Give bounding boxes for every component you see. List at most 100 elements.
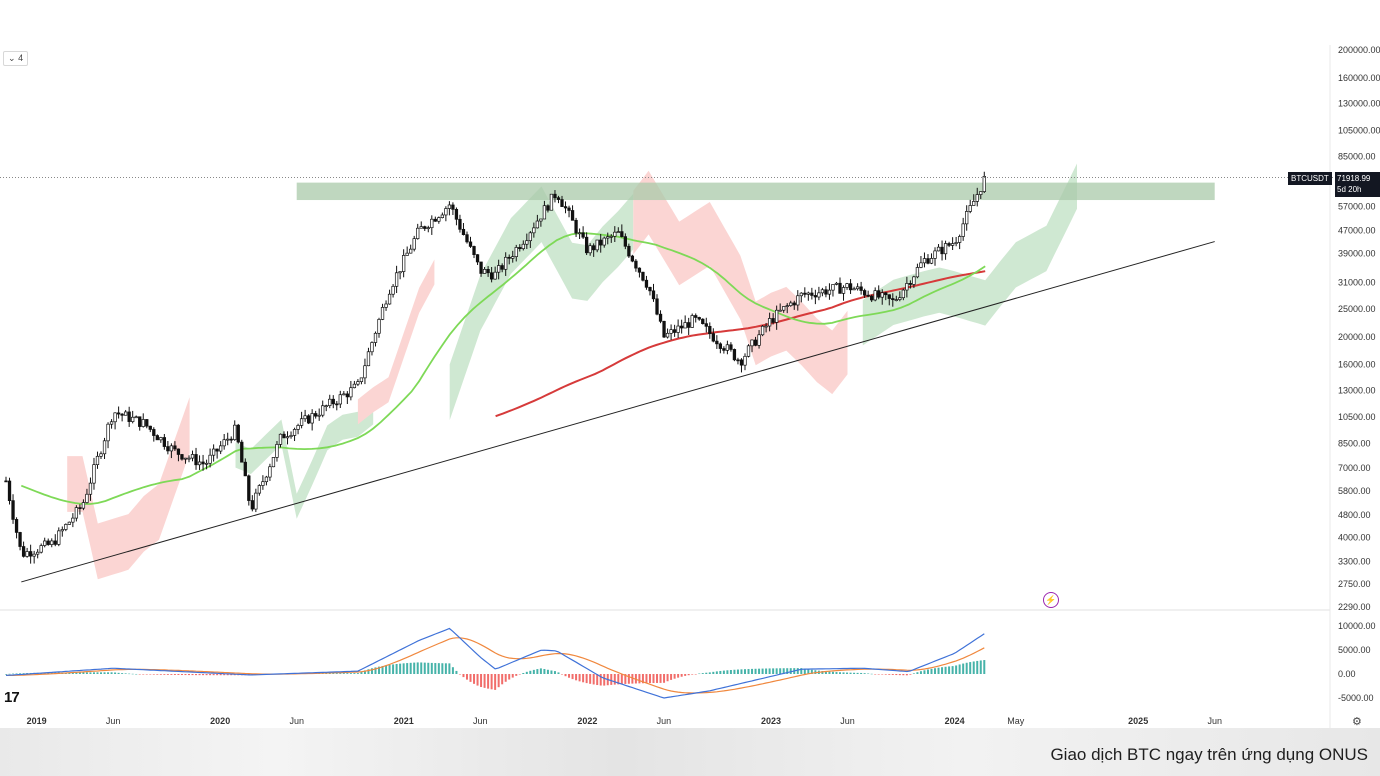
candle <box>919 256 923 269</box>
macd-histogram-bar <box>71 672 74 674</box>
price-tick-label: 105000.00 <box>1338 125 1380 135</box>
candle <box>233 420 237 441</box>
macd-histogram-bar <box>96 672 99 674</box>
candle <box>342 391 346 396</box>
macd-histogram-bar <box>758 668 761 674</box>
macd-histogram-bar <box>937 667 940 674</box>
lightning-icon[interactable]: ⚡ <box>1043 592 1059 608</box>
ma-slow-line <box>495 270 986 418</box>
macd-histogram-bar <box>5 674 7 675</box>
candle <box>525 233 529 249</box>
ichimoku-cloud <box>357 259 435 425</box>
macd-histogram-bar <box>480 674 483 688</box>
macd-histogram-bar <box>578 674 581 682</box>
candle <box>141 413 145 428</box>
macd-histogram-bar <box>884 674 887 675</box>
candle <box>711 328 715 343</box>
macd-signal-line <box>6 637 985 694</box>
candle <box>145 419 149 429</box>
macd-histogram-bar <box>117 672 120 674</box>
time-tick-label: 2021 <box>394 716 414 726</box>
macd-histogram-bar <box>775 668 778 674</box>
macd-histogram-bar <box>469 674 472 682</box>
candle <box>285 431 290 445</box>
macd-histogram-bar <box>972 661 975 674</box>
macd-histogram-bar <box>420 662 423 674</box>
macd-histogram-bar <box>585 674 588 684</box>
macd-histogram-bar <box>546 669 549 674</box>
macd-histogram-bar <box>223 674 226 676</box>
macd-histogram-bar <box>180 674 183 676</box>
macd-histogram-bar <box>919 671 922 674</box>
macd-histogram-bar <box>374 667 377 674</box>
macd-histogram-bar <box>719 670 722 674</box>
macd-histogram-bar <box>979 660 982 674</box>
price-tick-label: 85000.00 <box>1338 152 1376 162</box>
candle <box>936 244 941 252</box>
candle <box>271 457 276 468</box>
macd-histogram-bar <box>895 674 898 676</box>
macd-histogram-bar <box>891 674 894 675</box>
macd-histogram-bar <box>504 674 507 682</box>
macd-line <box>5 627 985 699</box>
price-axis[interactable]: 200000.00 160000.00 130000.00 105000.00 8500… <box>1329 45 1380 730</box>
tradingview-logo-icon[interactable]: 17 <box>4 689 20 706</box>
candle <box>461 223 466 236</box>
candle <box>18 531 22 551</box>
candle <box>827 283 832 300</box>
candle <box>535 214 540 229</box>
interval-button[interactable]: ⌄ 4 <box>3 51 29 66</box>
macd-histogram-bar <box>881 674 884 675</box>
candle <box>778 303 782 312</box>
candle <box>7 477 12 505</box>
candle <box>813 289 818 305</box>
candle <box>687 317 691 335</box>
macd-histogram-bar <box>434 663 437 674</box>
candle <box>4 476 8 483</box>
candle <box>113 412 117 430</box>
macd-histogram-bar <box>103 672 106 674</box>
macd-histogram-bar <box>962 663 965 674</box>
macd-histogram-bar <box>142 674 145 675</box>
macd-tick-label: 10000.00 <box>1338 621 1376 631</box>
time-tick-label: 2025 <box>1128 716 1148 726</box>
macd-histogram-bar <box>209 674 212 676</box>
macd-histogram-bar <box>409 662 412 674</box>
candle <box>409 244 413 254</box>
candle <box>599 233 603 253</box>
candle <box>820 287 825 297</box>
candle <box>95 451 100 469</box>
candle <box>803 287 807 298</box>
candle <box>331 395 335 409</box>
candle <box>169 443 174 459</box>
candle <box>493 266 497 280</box>
candle <box>430 215 434 235</box>
price-tick-label: 25000.00 <box>1338 304 1376 314</box>
macd-histogram-bar <box>423 662 426 674</box>
macd-histogram-bar <box>902 674 905 676</box>
time-tick-label: Jun <box>289 716 304 726</box>
candle <box>630 254 635 263</box>
candle <box>25 547 29 558</box>
ichimoku-cloud <box>633 170 848 395</box>
macd-histogram-bar <box>494 674 497 690</box>
candle <box>658 310 663 324</box>
macd-histogram-bar <box>810 669 813 674</box>
candle <box>497 259 501 280</box>
symbol-tag: BTCUSDT <box>1288 172 1332 185</box>
settings-icon[interactable]: ⚙ <box>1352 716 1362 728</box>
candle <box>757 330 761 349</box>
price-tick-label: 31000.00 <box>1338 277 1376 287</box>
price-chart[interactable]: 200000.00 160000.00 130000.00 105000.00 8500… <box>0 0 1380 730</box>
macd-histogram-bar <box>339 673 342 674</box>
macd-histogram-bar <box>677 674 680 678</box>
macd-histogram-bar <box>124 673 127 674</box>
candle <box>229 436 233 444</box>
macd-histogram-bar <box>652 674 655 684</box>
macd-histogram-bar <box>824 671 827 674</box>
candle <box>701 318 705 325</box>
candle <box>620 224 624 238</box>
time-axis[interactable]: 2019 Jun 2020 Jun 2021 Jun 2022 Jun 2023 Jun 2024 M… <box>27 716 1222 726</box>
macd-axis[interactable]: 10000.00 5000.00 0.00 -5000.00 <box>1338 621 1376 703</box>
macd-histogram-bar <box>673 674 676 679</box>
